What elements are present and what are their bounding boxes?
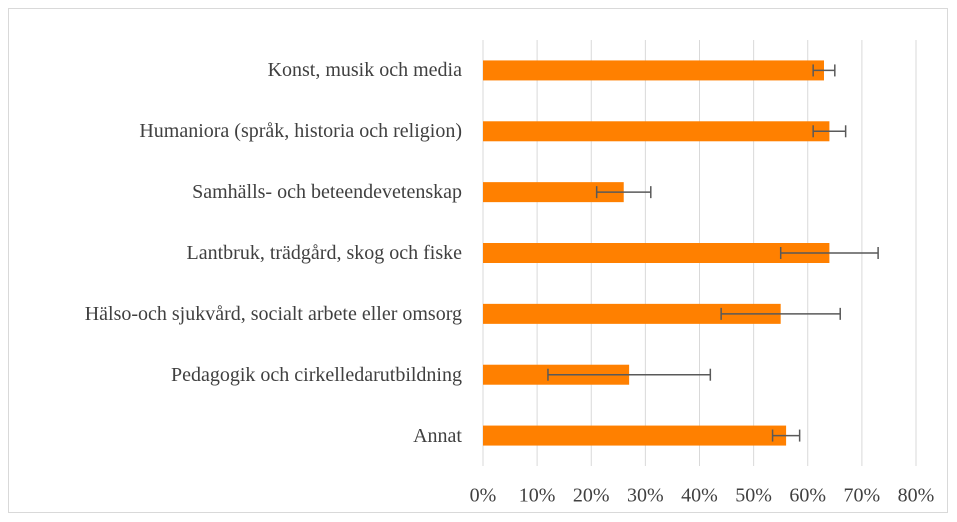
bar <box>483 60 824 81</box>
bar <box>483 243 830 263</box>
x-tick-label: 20% <box>573 485 610 507</box>
error-bar <box>812 125 847 138</box>
x-tick-label: 50% <box>735 485 772 507</box>
bar <box>483 425 787 446</box>
chart-frame <box>8 8 948 513</box>
y-tick-label: Lantbruk, trädgård, skog och fiske <box>186 242 462 264</box>
y-tick-label: Pedagogik och cirkelledarutbildning <box>170 363 462 386</box>
bar <box>483 182 624 203</box>
x-tick-label: 10% <box>519 485 556 507</box>
error-bar <box>771 429 801 442</box>
y-tick-label: Humaniora (språk, historia och religion) <box>139 120 462 143</box>
y-tick-label: Annat <box>413 424 462 447</box>
y-tick-label: Konst, musik och media <box>267 59 462 82</box>
x-tick-label: 0% <box>470 485 497 507</box>
x-tick-label: 80% <box>898 485 935 507</box>
error-bar <box>779 247 879 259</box>
bar <box>483 121 830 142</box>
bar <box>483 303 781 324</box>
x-tick-label: 60% <box>789 485 826 507</box>
error-bar <box>720 307 841 320</box>
error-bar <box>547 368 712 381</box>
y-tick-label: Hälso-och sjukvård, socialt arbete eller… <box>84 302 462 325</box>
x-tick-label: 30% <box>627 485 664 507</box>
x-tick-label: 40% <box>681 485 718 507</box>
error-bar <box>595 186 652 199</box>
x-tick-label: 70% <box>844 485 881 507</box>
error-bar <box>812 64 836 77</box>
y-tick-label: Samhälls- och beteendevetenskap <box>192 181 462 204</box>
